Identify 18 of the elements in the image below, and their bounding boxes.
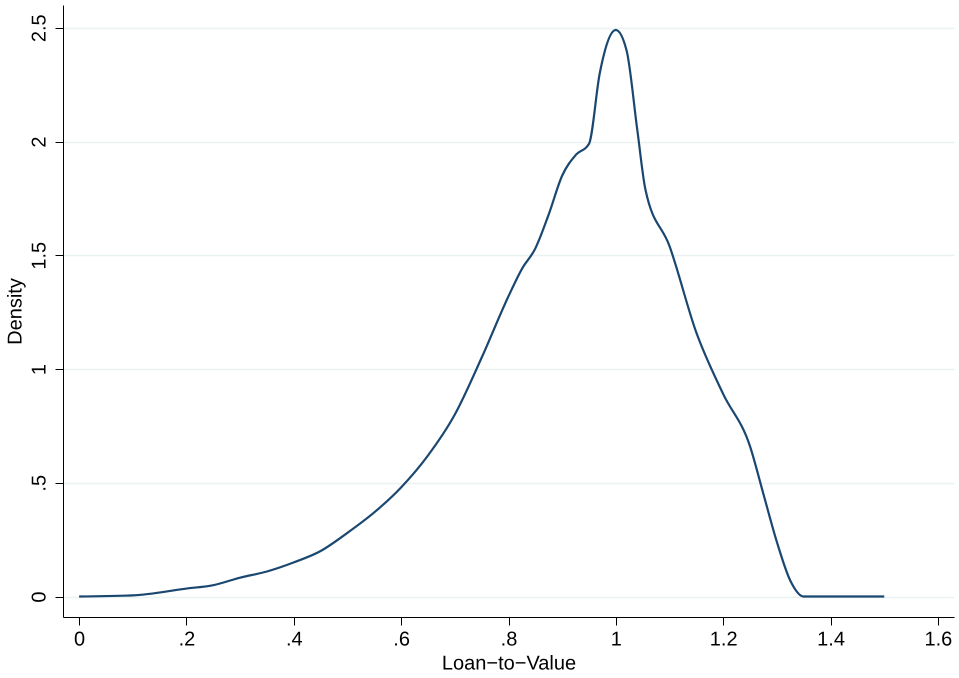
y-tick-label: 1 bbox=[28, 364, 50, 376]
y-tick-label: 0 bbox=[28, 591, 50, 603]
y-tick-label: .5 bbox=[28, 474, 50, 492]
y-tick-label: 2.5 bbox=[28, 14, 50, 42]
x-tick-label: 1.4 bbox=[817, 628, 845, 650]
line-series bbox=[78, 28, 886, 598]
y-axis-title: Density bbox=[4, 278, 26, 345]
x-tick-label: .8 bbox=[500, 628, 518, 650]
x-tick-label: .2 bbox=[178, 628, 196, 650]
x-tick-label: 1 bbox=[610, 628, 622, 650]
x-tick-label: .4 bbox=[286, 628, 303, 650]
x-tick-label: 1.6 bbox=[924, 628, 952, 650]
x-axis-title: Loan−to−Value bbox=[442, 652, 576, 674]
x-tick-label: 0 bbox=[74, 628, 86, 650]
y-tick-label: 2 bbox=[28, 136, 50, 148]
y-tick-label: 1.5 bbox=[28, 242, 50, 270]
x-tick-label: .6 bbox=[393, 628, 410, 650]
x-tick-label: 1.2 bbox=[710, 628, 738, 650]
